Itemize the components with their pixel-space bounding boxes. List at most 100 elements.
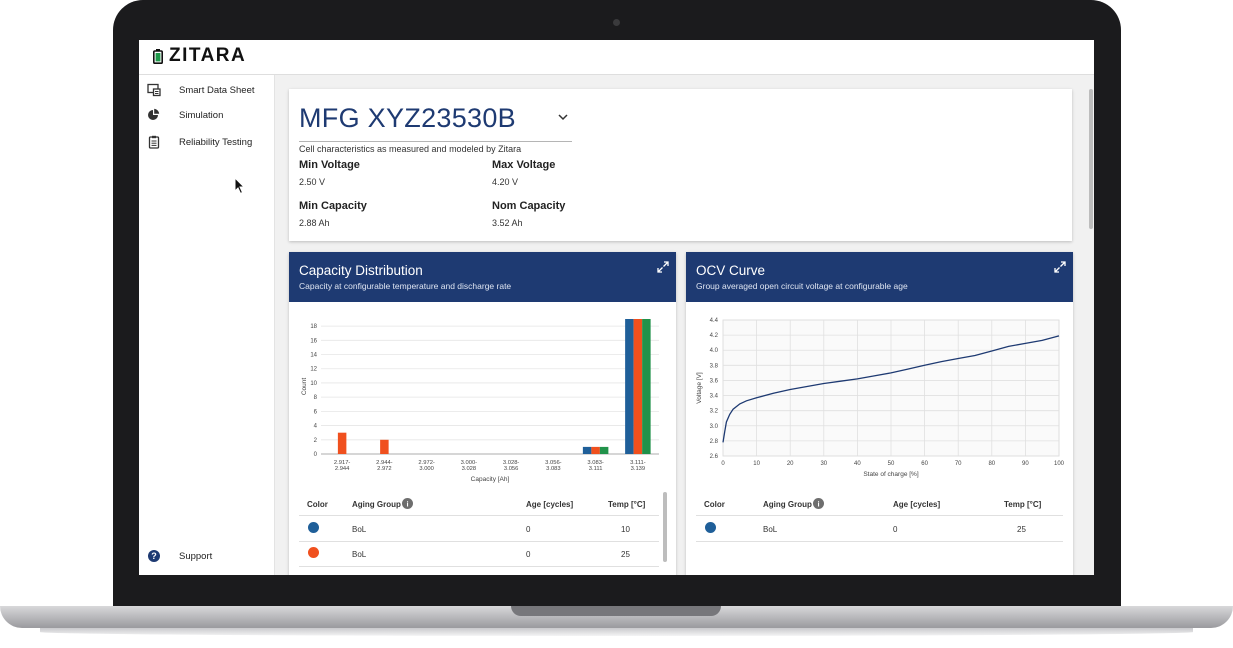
app-logo[interactable]: ZITARA [169, 45, 247, 66]
x-tick-label: 40 [854, 461, 861, 467]
x-tick-label: 3.028 [462, 466, 477, 472]
x-tick-label: 3.083- [587, 460, 604, 466]
y-tick-label: 3.0 [710, 424, 719, 430]
y-axis-label: Count [301, 378, 308, 396]
x-tick-label: 30 [820, 461, 827, 467]
x-tick-label: 70 [955, 461, 962, 467]
histogram-bar [337, 432, 347, 454]
sidebar-item-smart-data-sheet[interactable]: Smart Data Sheet [147, 81, 255, 99]
histogram-bar [380, 439, 389, 454]
aging-group-cell: BoL [763, 525, 778, 534]
x-tick-label: 2.944 [335, 466, 350, 472]
info-icon[interactable]: i [813, 498, 824, 509]
histogram-bar [633, 319, 643, 454]
help-icon: ? [148, 550, 160, 562]
x-tick-label: 3.083 [546, 466, 561, 472]
x-tick-label: 0 [721, 461, 725, 467]
y-tick-label: 4.0 [710, 348, 719, 354]
sidebar-item-simulation[interactable]: Simulation [147, 106, 223, 124]
column-header: Color [704, 500, 725, 509]
cell-info-card: MFG XYZ23530B Cell characteristics as me… [289, 89, 1072, 241]
info-icon[interactable]: i [402, 498, 413, 509]
panel-title: Capacity Distribution [299, 263, 423, 278]
clipboard-icon [148, 135, 160, 149]
panel-subtitle: Group averaged open circuit voltage at c… [696, 281, 908, 291]
webcam [613, 19, 620, 26]
spec-label: Max Voltage [492, 159, 556, 171]
histogram-bar [642, 319, 651, 454]
y-tick-label: 14 [310, 353, 317, 359]
temp-cell: 25 [1017, 525, 1026, 534]
y-tick-label: 4.2 [710, 333, 719, 339]
sidebar-item-label: Smart Data Sheet [179, 84, 255, 96]
color-dot [705, 522, 716, 533]
sidebar-item-label: Support [179, 550, 213, 562]
top-bar: ZITARA [139, 40, 1094, 75]
histogram-bar [582, 446, 592, 454]
svg-text:i: i [406, 500, 408, 509]
spec-value: 3.52 Ah [492, 218, 523, 228]
x-tick-label: 2.972- [418, 460, 435, 466]
column-header: Age [cycles] [893, 500, 941, 509]
y-tick-label: 2.8 [710, 439, 719, 445]
sidebar-item-reliability-testing[interactable]: Reliability Testing [147, 133, 252, 151]
x-tick-label: 3.000 [419, 466, 434, 472]
mouse-pointer-icon [234, 177, 246, 195]
app-screen: ZITARA Smart Data Sheet Simulation [139, 40, 1094, 575]
x-tick-label: 3.111 [589, 466, 603, 472]
x-tick-label: 2.944- [376, 460, 393, 466]
x-tick-label: 3.000- [461, 460, 478, 466]
panel-header: OCV Curve Group averaged open circuit vo… [686, 252, 1073, 302]
x-tick-label: 80 [988, 461, 995, 467]
color-dot [308, 522, 319, 533]
pie-chart-icon [148, 108, 160, 120]
sidebar: Smart Data Sheet Simulation Reliability … [139, 75, 275, 575]
y-tick-label: 16 [310, 338, 317, 344]
y-tick-label: 10 [310, 381, 317, 387]
sidebar-item-support[interactable]: ? Support [147, 547, 212, 565]
data-sheet-icon [147, 83, 161, 97]
x-tick-label: 3.056- [545, 460, 562, 466]
divider [696, 515, 1063, 516]
spec-value: 2.50 V [299, 177, 326, 187]
capacity-distribution-panel: Capacity Distribution Capacity at config… [289, 252, 676, 575]
x-tick-label: 3.139 [631, 466, 646, 472]
x-tick-label: 2.917- [334, 460, 351, 466]
x-tick-label: 90 [1022, 461, 1029, 467]
table-scrollbar[interactable] [663, 492, 667, 562]
divider [299, 515, 659, 516]
capacity-histogram: 0 2 4 6 8 10 12 14 16 18 2.917-2.944 2.944-2.972 2.9… [301, 319, 659, 483]
expand-icon[interactable] [657, 261, 669, 273]
page-scrollbar[interactable] [1089, 89, 1093, 229]
color-dot [308, 547, 319, 558]
column-header[interactable]: Aging Group [352, 500, 401, 509]
temp-cell: 25 [621, 550, 630, 559]
y-tick-label: 4.4 [710, 318, 719, 324]
y-axis-label: Voltage [V] [696, 372, 703, 404]
spec-value: 4.20 V [492, 177, 519, 187]
laptop-base [0, 606, 1233, 628]
expand-icon[interactable] [1054, 261, 1066, 273]
histogram-bar [599, 446, 609, 454]
x-tick-label: 50 [888, 461, 895, 467]
age-cell: 0 [526, 550, 531, 559]
y-tick-label: 8 [314, 395, 318, 401]
temp-cell: 10 [621, 525, 630, 534]
y-tick-label: 3.2 [710, 409, 719, 415]
x-tick-label: 3.111- [630, 460, 646, 466]
ocv-curve-panel: OCV Curve Group averaged open circuit vo… [686, 252, 1073, 575]
aging-group-cell: BoL [352, 525, 367, 534]
y-tick-label: 2.6 [710, 454, 719, 460]
chevron-down-icon[interactable] [557, 113, 569, 121]
battery-logo-icon [153, 49, 163, 64]
panel-header: Capacity Distribution Capacity at config… [289, 252, 676, 302]
x-tick-label: 10 [753, 461, 760, 467]
column-header[interactable]: Aging Group [763, 500, 812, 509]
y-tick-label: 3.8 [710, 363, 719, 369]
x-tick-label: 2.972 [377, 466, 392, 472]
sidebar-item-label: Reliability Testing [179, 136, 253, 148]
y-tick-label: 18 [310, 324, 317, 330]
part-number-title[interactable]: MFG XYZ23530B [299, 103, 516, 133]
x-axis-label: State of charge [%] [863, 471, 918, 478]
y-tick-label: 12 [310, 367, 317, 373]
